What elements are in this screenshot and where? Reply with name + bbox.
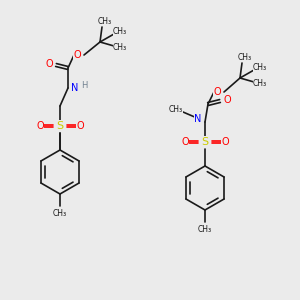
Text: O: O [223, 95, 231, 105]
Text: O: O [76, 121, 84, 131]
Text: H: H [81, 80, 87, 89]
Text: CH₃: CH₃ [253, 64, 267, 73]
Text: CH₃: CH₃ [198, 224, 212, 233]
Text: CH₃: CH₃ [253, 80, 267, 88]
Text: O: O [73, 50, 81, 60]
Text: O: O [213, 87, 221, 97]
Text: O: O [45, 59, 53, 69]
Text: O: O [181, 137, 189, 147]
Text: S: S [56, 121, 64, 131]
Text: CH₃: CH₃ [169, 104, 183, 113]
Text: N: N [194, 114, 202, 124]
Text: CH₃: CH₃ [238, 52, 252, 62]
Text: CH₃: CH₃ [53, 208, 67, 217]
Text: CH₃: CH₃ [113, 28, 127, 37]
Text: CH₃: CH₃ [98, 16, 112, 26]
Text: S: S [201, 137, 208, 147]
Text: CH₃: CH₃ [113, 44, 127, 52]
Text: O: O [36, 121, 44, 131]
Text: O: O [221, 137, 229, 147]
Text: N: N [71, 83, 79, 93]
